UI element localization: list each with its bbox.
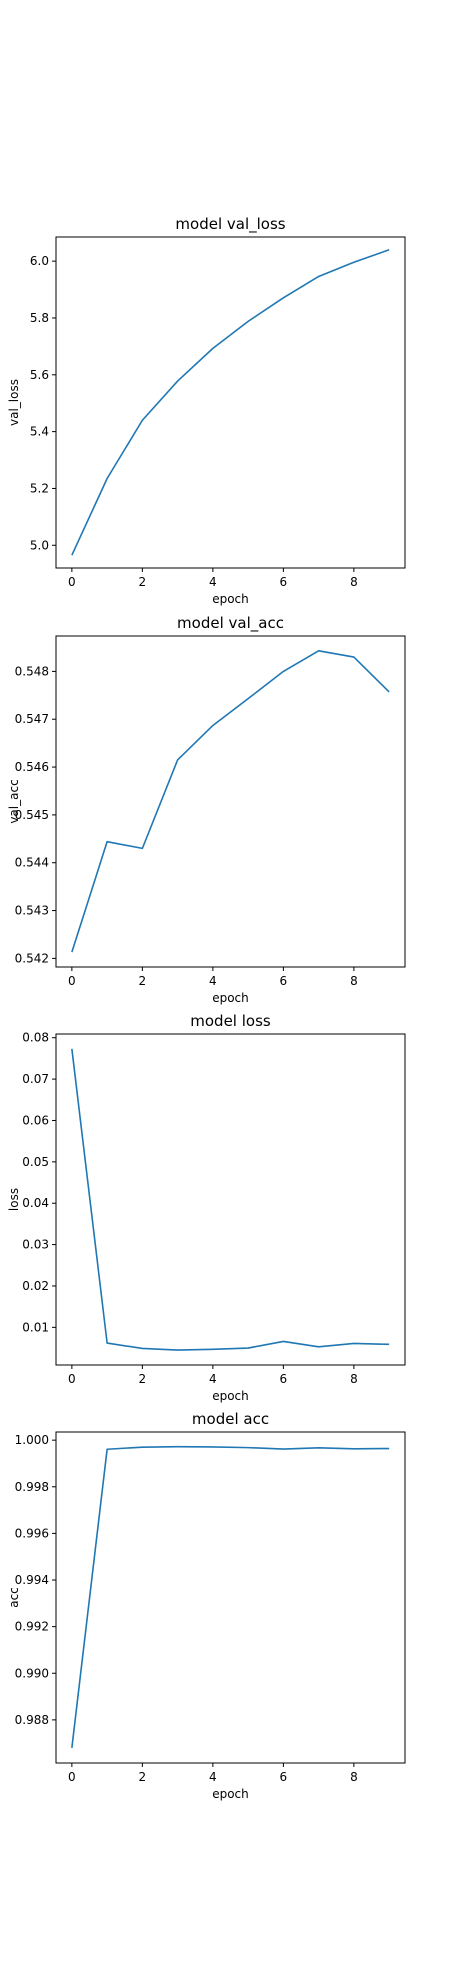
y-tick-label: 0.544 (15, 856, 49, 870)
x-axis-label: epoch (212, 991, 249, 1005)
y-tick-label: 0.988 (15, 1713, 49, 1727)
x-tick-label: 4 (209, 1372, 217, 1386)
x-tick-label: 6 (280, 974, 288, 988)
x-tick-label: 2 (139, 575, 147, 589)
y-axis-label: val_loss (7, 379, 21, 426)
x-axis-label: epoch (212, 1389, 249, 1403)
x-tick-label: 8 (350, 1372, 358, 1386)
y-tick-label: 6.0 (30, 254, 49, 268)
y-axis-label: loss (7, 1188, 21, 1211)
y-tick-label: 0.543 (15, 904, 49, 918)
x-axis-label: epoch (212, 592, 249, 606)
y-tick-label: 5.6 (30, 368, 49, 382)
y-tick-label: 0.996 (15, 1526, 49, 1540)
x-tick-label: 2 (139, 1770, 147, 1784)
chart-panel: model val_acc 0 2 4 6 8 0.542 0.543 0.544 0.545 0.… (7, 614, 406, 1005)
plot-frame (55, 236, 406, 569)
x-tick-label: 8 (350, 575, 358, 589)
y-tick-label: 0.548 (15, 664, 49, 678)
y-tick-label: 1.000 (15, 1433, 49, 1447)
y-axis-label: val_acc (7, 779, 21, 823)
x-tick-label: 4 (209, 974, 217, 988)
y-tick-label: 0.04 (22, 1196, 49, 1210)
plot-frame (55, 1431, 406, 1764)
series-line (71, 249, 390, 556)
y-tick-label: 0.05 (22, 1155, 49, 1169)
chart-title: model val_acc (177, 614, 284, 633)
chart-title: model loss (190, 1012, 271, 1030)
y-tick-label: 0.01 (22, 1320, 49, 1334)
y-axis-label: acc (7, 1587, 21, 1608)
chart-panel: model loss 0 2 4 6 8 0.01 0.02 0.03 0.04 0.05 0.06 0… (7, 1012, 406, 1403)
y-tick-label: 0.06 (22, 1113, 49, 1127)
y-tick-label: 0.547 (15, 712, 49, 726)
plot-frame (55, 1033, 406, 1366)
y-tick-label: 0.990 (15, 1666, 49, 1680)
x-tick-label: 0 (68, 1770, 76, 1784)
series-line (71, 1445, 390, 1748)
y-tick-label: 0.992 (15, 1620, 49, 1634)
x-tick-label: 4 (209, 575, 217, 589)
x-tick-label: 6 (280, 1770, 288, 1784)
x-tick-label: 0 (68, 575, 76, 589)
y-tick-label: 5.8 (30, 311, 49, 325)
y-tick-label: 5.0 (30, 538, 49, 552)
y-tick-label: 0.542 (15, 951, 49, 965)
x-tick-label: 6 (280, 1372, 288, 1386)
chart-title: model val_loss (175, 215, 285, 234)
x-tick-label: 2 (139, 1372, 147, 1386)
y-tick-label: 0.545 (15, 808, 49, 822)
y-tick-label: 0.07 (22, 1072, 49, 1086)
x-tick-label: 0 (68, 974, 76, 988)
y-tick-label: 5.2 (30, 481, 49, 495)
y-tick-label: 0.998 (15, 1480, 49, 1494)
chart-panel: model val_loss 0 2 4 6 8 5.0 5.2 5.4 5.6 5.8 6.0 epo… (7, 215, 406, 606)
x-tick-label: 6 (280, 575, 288, 589)
plot-frame (55, 635, 406, 968)
series-line (71, 1048, 390, 1351)
y-tick-label: 0.08 (22, 1031, 49, 1045)
x-axis-label: epoch (212, 1787, 249, 1801)
x-tick-label: 2 (139, 974, 147, 988)
x-tick-label: 8 (350, 974, 358, 988)
chart-title: model acc (192, 1410, 269, 1428)
x-tick-label: 8 (350, 1770, 358, 1784)
y-tick-label: 0.02 (22, 1279, 49, 1293)
x-tick-label: 0 (68, 1372, 76, 1386)
y-tick-label: 0.994 (15, 1573, 49, 1587)
y-tick-label: 0.546 (15, 760, 49, 774)
chart-panel: model acc 0 2 4 6 8 0.988 0.990 0.992 0.994 0.996 0… (7, 1410, 406, 1801)
y-tick-label: 0.03 (22, 1238, 49, 1252)
x-tick-label: 4 (209, 1770, 217, 1784)
y-tick-label: 5.4 (30, 425, 49, 439)
series-line (71, 650, 390, 953)
